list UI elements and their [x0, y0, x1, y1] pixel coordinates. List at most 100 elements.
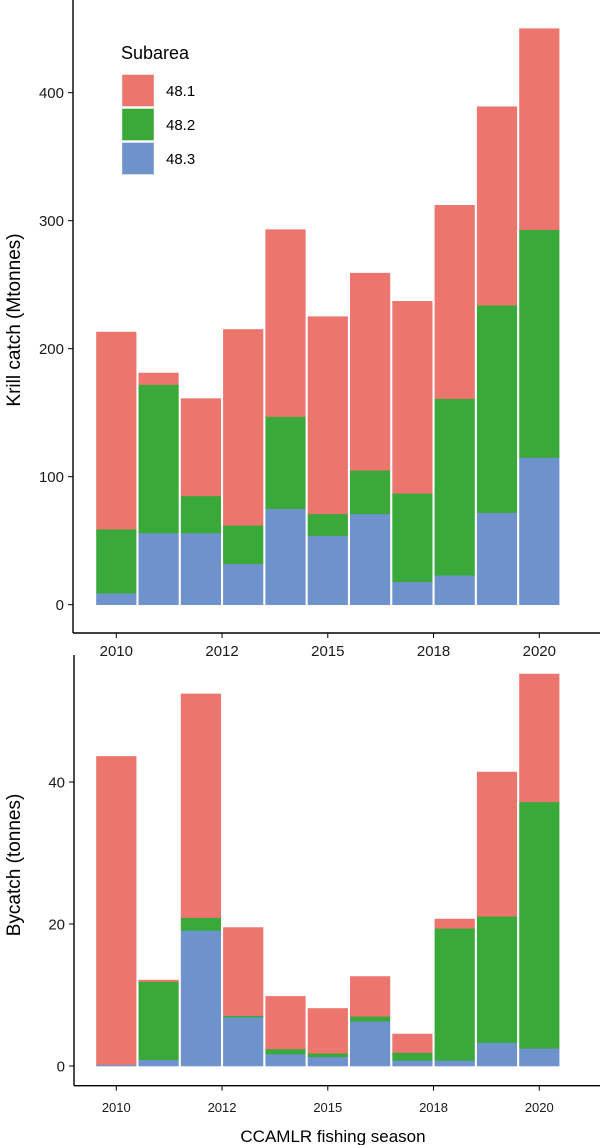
y-tick-label: 0: [56, 597, 64, 614]
bar-segment-2014-48-2: [265, 416, 306, 510]
bar-segment-2013-48-1: [223, 329, 264, 526]
bar-segment-2020-48-1: [519, 673, 560, 803]
bycatch-y-axis: 0 20 40: [48, 655, 75, 1086]
bar-segment-2018-48-2: [434, 927, 475, 1061]
legend-title: Subarea: [121, 43, 190, 63]
bar-segment-2020-48-3: [519, 457, 560, 605]
krill-catch-y-axis-title: Krill catch (Mtonnes): [4, 233, 25, 406]
bar-segment-2012-48-2: [180, 495, 222, 534]
bar-segment-2015-48-1: [307, 1008, 348, 1054]
bar-segment-2014-48-2: [265, 1048, 306, 1055]
x-tick-label: 2020: [525, 1100, 554, 1115]
bar-segment-2016-48-1: [349, 272, 391, 471]
x-tick-label: 2012: [205, 643, 238, 660]
bycatch-y-axis-title: Bycatch (tonnes): [4, 794, 25, 937]
bar-segment-2019-48-1: [476, 106, 518, 306]
x-tick-label: 2020: [523, 643, 556, 660]
bar-segment-2015-48-2: [307, 513, 348, 536]
bar-segment-2020-48-2: [519, 229, 560, 458]
krill-catch-x-axis: 2010 2012 2015 2018 2020: [73, 632, 600, 660]
bar-segment-2015-48-2: [307, 1052, 348, 1058]
bycatch-x-axis-title: CCAMLR fishing season: [240, 1127, 425, 1145]
bar-segment-2012-48-1: [180, 398, 222, 497]
bar-segment-2010-48-1: [96, 331, 137, 530]
krill-catch-y-axis: 0 100 200 300 400: [39, 0, 74, 633]
bar-segment-2013-48-1: [223, 927, 264, 1016]
bar-segment-2010-48-3: [96, 592, 137, 605]
bar-segment-2016-48-1: [349, 976, 391, 1017]
bar-segment-2014-48-3: [265, 1053, 306, 1067]
bar-segment-2019-48-2: [476, 304, 518, 513]
bar-segment-2010-48-2: [96, 528, 137, 594]
x-tick-label: 2010: [102, 1100, 131, 1115]
x-tick-label: 2010: [100, 643, 133, 660]
bar-segment-2018-48-1: [434, 918, 475, 929]
bar-segment-2019-48-2: [476, 915, 518, 1043]
bar-segment-2016-48-2: [349, 469, 391, 515]
y-tick-label: 200: [39, 341, 64, 358]
bar-segment-2014-48-1: [265, 996, 306, 1050]
bar-segment-2017-48-3: [392, 581, 433, 605]
bar-segment-2012-48-3: [180, 930, 222, 1067]
bycatch-x-axis: 2010 2012 2015 2018 2020: [74, 1084, 600, 1115]
bar-segment-2017-48-1: [392, 301, 433, 494]
bar-segment-2012-48-1: [180, 693, 222, 918]
x-tick-label: 2015: [313, 1100, 342, 1115]
bar-segment-2018-48-2: [434, 398, 475, 576]
legend-label: 48.3: [166, 151, 195, 168]
bar-segment-2016-48-3: [349, 1020, 391, 1067]
bar-segment-2019-48-1: [476, 771, 518, 917]
bar-segment-2018-48-1: [434, 205, 475, 399]
x-tick-label: 2018: [419, 1100, 448, 1115]
bar-segment-2011-48-2: [138, 981, 179, 1060]
bar-segment-2014-48-3: [265, 508, 306, 606]
bar-segment-2011-48-2: [138, 384, 179, 534]
legend: Subarea 48.1 48.2 48.3: [121, 43, 195, 175]
bar-segment-2017-48-2: [392, 493, 433, 582]
y-tick-label: 300: [39, 213, 64, 230]
bycatch-panel: 0 20 40 2010 2012 2015 2018 2020 Bycatch (tonn…: [4, 655, 600, 1145]
bar-segment-2013-48-2: [223, 525, 264, 565]
bar-segment-2017-48-1: [392, 1033, 433, 1053]
bar-segment-2017-48-2: [392, 1052, 433, 1061]
y-tick-label: 20: [48, 917, 65, 934]
y-tick-label: 0: [57, 1059, 65, 1076]
x-tick-label: 2015: [311, 643, 344, 660]
bar-segment-2015-48-3: [307, 535, 348, 606]
bar-segment-2015-48-3: [307, 1056, 348, 1067]
bar-segment-2018-48-3: [434, 1060, 475, 1067]
legend-swatch-48-3: [122, 142, 154, 175]
bar-segment-2020-48-3: [519, 1047, 560, 1067]
bar-segment-2012-48-3: [180, 532, 222, 606]
krill-catch-bars: [96, 28, 560, 606]
x-tick-label: 2018: [417, 643, 450, 660]
y-tick-label: 400: [39, 85, 64, 102]
legend-label: 48.2: [166, 117, 195, 134]
bar-segment-2014-48-1: [265, 229, 306, 417]
bar-segment-2020-48-1: [519, 28, 560, 230]
bycatch-bars: [96, 673, 560, 1067]
x-tick-label: 2012: [208, 1100, 237, 1115]
bar-segment-2018-48-3: [434, 574, 475, 606]
bar-segment-2011-48-1: [138, 979, 179, 982]
y-tick-label: 40: [48, 775, 65, 792]
bar-segment-2012-48-2: [180, 917, 222, 931]
krill-catch-panel: 0 100 200 300 400 2010 2012 2015 2018 2020 Krill…: [4, 0, 600, 660]
bar-segment-2015-48-1: [307, 316, 348, 515]
bar-segment-2011-48-3: [138, 532, 179, 606]
bar-segment-2020-48-2: [519, 801, 560, 1049]
bar-segment-2017-48-3: [392, 1060, 433, 1067]
legend-items: 48.1 48.2 48.3: [122, 74, 195, 175]
y-tick-label: 100: [39, 469, 64, 486]
bar-segment-2013-48-3: [223, 1016, 264, 1067]
bar-segment-2011-48-3: [138, 1059, 179, 1067]
bar-segment-2011-48-1: [138, 372, 179, 385]
bar-segment-2016-48-2: [349, 1015, 391, 1022]
legend-label: 48.1: [166, 83, 195, 100]
bar-segment-2019-48-3: [476, 512, 518, 605]
bar-segment-2019-48-3: [476, 1042, 518, 1067]
legend-swatch-48-1: [122, 74, 154, 107]
legend-swatch-48-2: [122, 108, 154, 141]
bar-segment-2016-48-3: [349, 513, 391, 606]
